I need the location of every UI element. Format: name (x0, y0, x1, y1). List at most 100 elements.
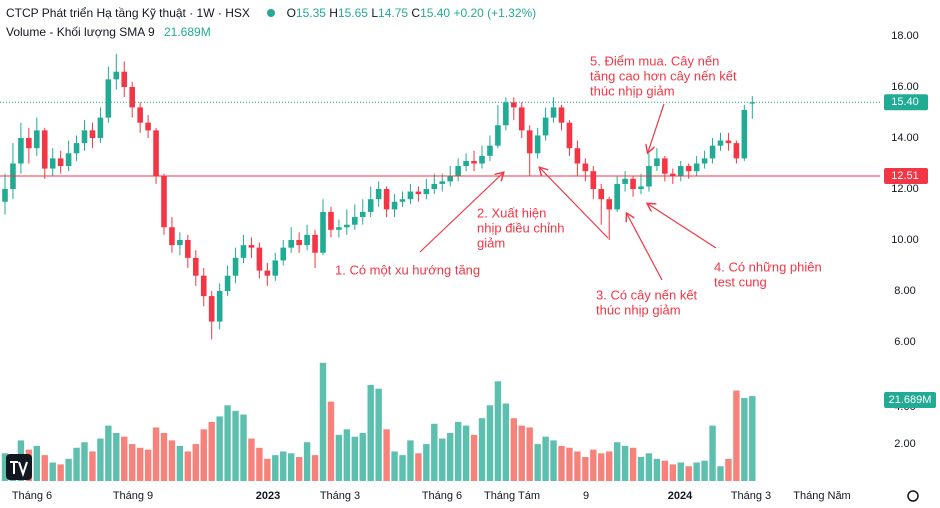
candle-body (18, 138, 24, 164)
settings-icon[interactable] (907, 490, 919, 502)
price-label-box (884, 94, 928, 111)
candle-body (200, 275, 207, 297)
ohlc-value: 15.35 (295, 6, 326, 20)
volume-bar (232, 410, 239, 481)
candle-body (328, 211, 334, 230)
volume-bar (168, 440, 176, 481)
volume-header: Volume - Khối lượng SMA 9 21.689M (6, 25, 211, 39)
volume-bar (701, 460, 708, 481)
candle-body (749, 102, 756, 104)
annotation: 1. Có một xu hướng tăng (335, 262, 480, 277)
volume-bar (224, 405, 231, 481)
volume-bar (598, 453, 605, 481)
volume-label: 21.689M (889, 394, 932, 406)
y-tick-label: 14.00 (891, 132, 919, 144)
candle-body (344, 224, 350, 228)
volume-bar (558, 445, 565, 481)
logo (6, 454, 32, 480)
candle-body (352, 217, 358, 225)
candle-body (121, 71, 128, 87)
candle-body (367, 199, 374, 212)
candle-body (574, 148, 581, 164)
candle-body (153, 130, 159, 177)
candle-body (558, 107, 565, 123)
volume-bar (566, 447, 573, 481)
volume-bar (319, 362, 327, 481)
candle-body (487, 145, 493, 156)
volume-value: 21.689M (163, 25, 211, 39)
annotation-arrows (419, 103, 717, 281)
volume-bar (359, 433, 366, 481)
volume-bar (502, 403, 510, 481)
candle-body (2, 189, 8, 202)
candle-body (216, 291, 223, 322)
candle-body (455, 166, 461, 177)
volume-bar (351, 436, 358, 481)
candle-body (526, 130, 533, 154)
candle-body (26, 138, 32, 149)
candle-body (431, 183, 438, 189)
arrow (627, 214, 663, 281)
candle-body (169, 227, 175, 246)
candle-body (73, 143, 80, 154)
volume-bar (33, 445, 40, 481)
candle-body (256, 247, 263, 271)
volume-bar (582, 457, 589, 481)
volume-bar (749, 396, 756, 481)
candle-body (185, 240, 191, 258)
volume-bar (200, 429, 207, 481)
x-tick-label: 2024 (668, 490, 693, 502)
volume-bar (407, 440, 414, 481)
volume-bar (73, 447, 80, 481)
candle-body (534, 135, 541, 154)
volume-bar (454, 421, 462, 481)
change: +0.20 (+1.32%) (453, 6, 537, 20)
candle-body (677, 166, 684, 177)
volume-bar (383, 429, 390, 481)
volume-bar (478, 418, 486, 481)
candle-body (582, 163, 589, 172)
volume-bar (518, 425, 525, 481)
volume-bar (431, 423, 438, 481)
logo-mark (10, 461, 28, 478)
volume-bar (574, 451, 581, 481)
volume-bar (121, 436, 128, 481)
ohlc-value: 15.40 (420, 6, 451, 20)
candle-body (566, 122, 573, 149)
annotation: 3. Có cây nến kết (596, 287, 698, 302)
candle-body (49, 158, 56, 169)
volume-bar (65, 458, 72, 481)
volume-bar (725, 458, 732, 481)
x-tick-label: Tháng 3 (320, 490, 360, 502)
price-label: 15.40 (891, 96, 919, 108)
candle-body (224, 275, 231, 291)
volume-bar (97, 438, 104, 481)
price-label-box (884, 167, 928, 184)
volume-bar (661, 460, 669, 481)
volume-bar (606, 451, 613, 481)
volume-bar (57, 464, 64, 481)
annotation: 4. Có những phiên (714, 259, 822, 274)
volume-bar (144, 449, 152, 481)
volume-bar (176, 445, 184, 481)
volume-bar (295, 457, 303, 481)
volume-bar (303, 442, 311, 481)
volume-bar (550, 440, 557, 481)
annotation: giảm (477, 235, 505, 250)
candle-body (304, 234, 310, 246)
volume-bar (526, 427, 533, 481)
volume-bar (470, 434, 478, 481)
annotation: thúc nhịp giảm (590, 83, 675, 98)
candle-body (495, 125, 501, 146)
volume-bar (439, 438, 446, 481)
y-tick-label: 6.00 (894, 336, 915, 348)
candle-body (606, 199, 612, 210)
arrow (648, 103, 665, 152)
candle-body (89, 130, 96, 138)
ohlc-value: 15.65 (337, 6, 368, 20)
candle-body (113, 71, 120, 80)
candle-body (320, 211, 326, 253)
ohlc-key: L (371, 6, 379, 20)
volume-bar (542, 436, 549, 481)
